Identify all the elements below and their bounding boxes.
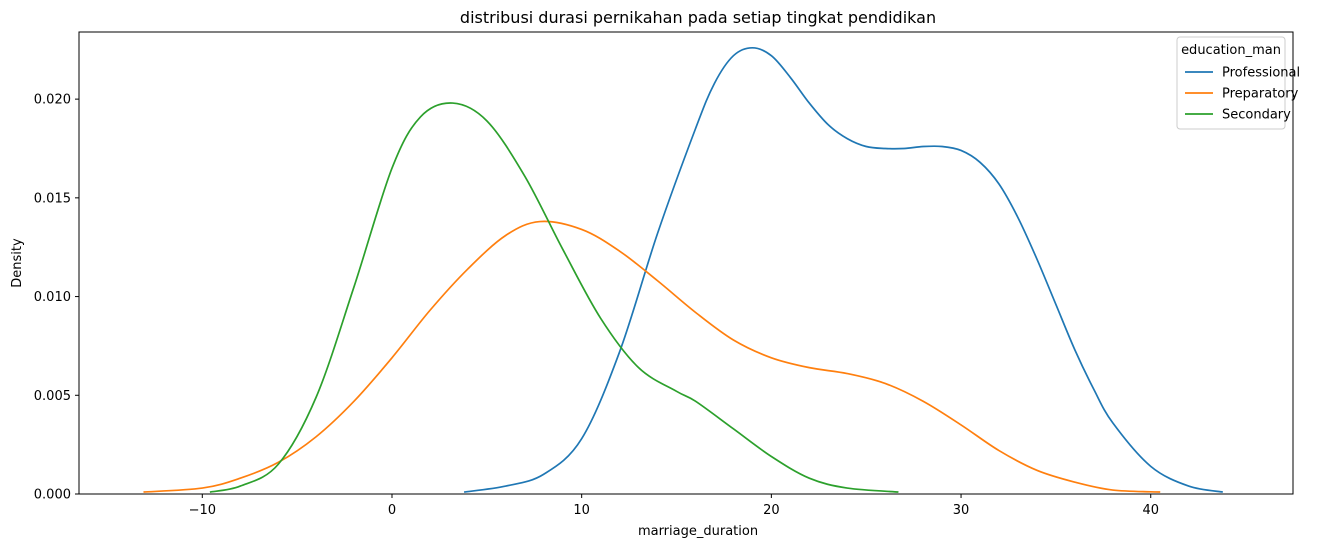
y-tick-label: 0.020 (34, 93, 71, 108)
y-axis-title: Density (10, 238, 25, 288)
x-tick-label: 30 (953, 503, 970, 518)
y-tick-label: 0.005 (34, 389, 71, 404)
x-tick-label: 0 (388, 503, 396, 518)
axis-layer: −10 0 10 20 30 40 0.000 0.005 0.010 0.015 0.020 (34, 31, 1294, 518)
x-tick-label: 20 (763, 503, 780, 518)
legend-label-secondary: Secondary (1222, 108, 1291, 123)
x-tick-label: −10 (189, 503, 216, 518)
y-tick-label: 0.010 (34, 290, 71, 305)
x-tick-label: 10 (573, 503, 590, 518)
series-line-professional (463, 46, 1223, 493)
x-axis-title: marriage_duration (638, 524, 758, 539)
x-tick-label: 40 (1142, 503, 1159, 518)
series-line-preparatory (143, 220, 1161, 493)
y-tick-label: 0.000 (34, 488, 71, 503)
legend-label-preparatory: Preparatory (1222, 87, 1299, 102)
legend-label-professional: Professional (1222, 66, 1300, 81)
legend-box (1176, 36, 1286, 130)
axes-frame (78, 31, 1294, 495)
plot-area (79, 32, 1293, 494)
series-layer (143, 46, 1223, 493)
legend: education_man Professional Preparatory Seco… (1176, 36, 1300, 130)
legend-title: education_man (1181, 43, 1281, 58)
chart-title: distribusi durasi pernikahan pada setiap… (460, 8, 936, 27)
series-line-secondary (209, 102, 899, 493)
y-tick-label: 0.015 (34, 191, 71, 206)
